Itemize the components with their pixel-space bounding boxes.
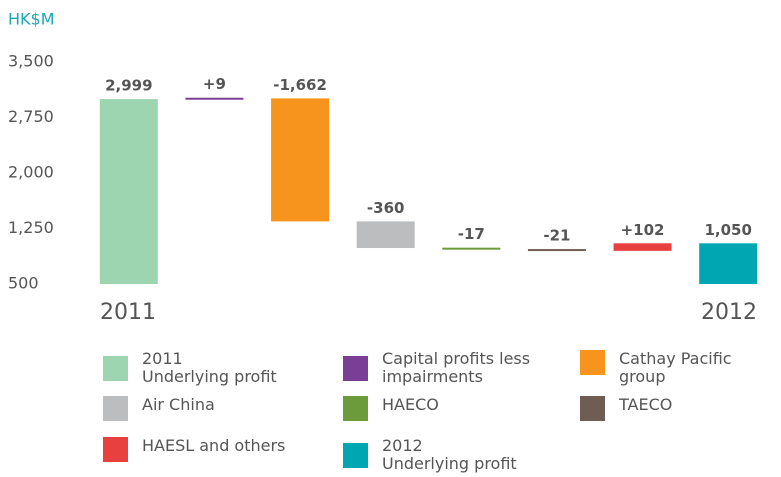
y-tick-label: 1,250	[8, 218, 54, 237]
legend-label: 2011 Underlying profit	[142, 349, 277, 386]
legend-item: Air China	[103, 396, 215, 421]
legend-label: HAECO	[382, 395, 439, 414]
value-label: +102	[621, 221, 665, 239]
bar	[99, 99, 158, 284]
legend-label: HAESL and others	[142, 436, 286, 455]
legend-label: Cathay Pacific group	[619, 349, 732, 386]
bar	[271, 98, 330, 222]
legend-swatch	[580, 350, 605, 375]
end-label: 2012	[701, 300, 757, 325]
legend-swatch	[343, 396, 368, 421]
y-tick-label: 500	[8, 274, 39, 293]
legend-label: Air China	[142, 395, 215, 414]
y-tick-label: 2,000	[8, 163, 54, 182]
bar	[527, 249, 586, 252]
y-tick-label: 3,500	[8, 52, 54, 71]
legend-item: 2011 Underlying profit	[103, 350, 277, 386]
y-axis-label: HK$M	[8, 10, 55, 29]
value-label: -17	[458, 225, 485, 243]
start-label: 2011	[100, 300, 156, 325]
legend-swatch	[103, 437, 128, 462]
legend-swatch	[580, 396, 605, 421]
legend-item: HAECO	[343, 396, 439, 421]
bar	[699, 243, 758, 284]
legend-swatch	[103, 356, 128, 381]
value-label: -360	[367, 199, 405, 217]
bar	[613, 243, 672, 251]
legend-item: HAESL and others	[103, 437, 285, 462]
y-tick-label: 2,750	[8, 107, 54, 126]
value-label: +9	[203, 75, 226, 93]
legend-swatch	[343, 443, 368, 468]
chart: HK$M 2011 2012 500 1,250 2,000 2,750 3,500 2,…	[8, 10, 758, 325]
bar	[442, 247, 501, 250]
bar	[356, 221, 415, 249]
legend-swatch	[343, 356, 368, 381]
value-label: 2,999	[105, 77, 152, 95]
bar	[185, 97, 244, 100]
legend-label: 2012 Underlying profit	[382, 436, 517, 473]
legend-item: Cathay Pacific group	[580, 350, 781, 386]
legend-item: 2012 Underlying profit	[343, 437, 517, 473]
legend-item: TAECO	[580, 396, 672, 421]
legend-label: TAECO	[619, 395, 673, 414]
value-label: 1,050	[704, 221, 751, 239]
legend-item: Capital profits less impairments	[343, 350, 530, 386]
legend-label: Capital profits less impairments	[382, 349, 531, 386]
value-label: -1,662	[273, 76, 327, 94]
legend-swatch	[103, 396, 128, 421]
value-label: -21	[543, 227, 570, 245]
